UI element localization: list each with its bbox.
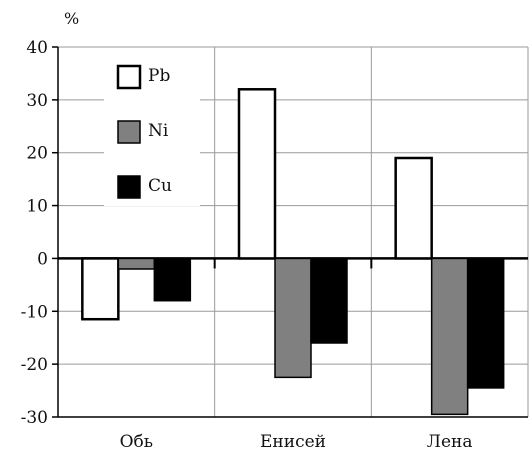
bar-pb-1 <box>237 88 277 260</box>
bar-ni-2 <box>430 257 469 416</box>
bar-cu-1 <box>310 257 348 344</box>
y-tick-label: 20 <box>26 144 48 164</box>
y-tick-label: 30 <box>26 91 48 111</box>
category-label: Обь <box>120 432 153 452</box>
category-label: Лена <box>427 432 473 452</box>
legend: Pb Ni Cu <box>104 56 200 206</box>
legend-swatch-pb <box>116 64 142 90</box>
bar-cu-0 <box>153 257 192 302</box>
bar-ni-1 <box>274 257 312 379</box>
y-tick-label: 10 <box>26 197 48 217</box>
legend-label-cu: Cu <box>148 176 172 196</box>
y-tick-label: 0 <box>37 249 48 269</box>
category-label: Енисей <box>260 432 326 452</box>
bar-ni-0 <box>117 257 156 270</box>
legend-label-pb: Pb <box>148 66 170 86</box>
labels: 40 30 20 10 0 -10 -20 -30 Обь Енисей Лена% <box>21 9 473 452</box>
legend-label-ni: Ni <box>148 121 169 141</box>
legend-swatch-cu <box>117 175 141 199</box>
y-axis-label: % <box>64 9 79 28</box>
y-tick-label: -10 <box>21 302 48 322</box>
y-tick-label: -20 <box>21 355 48 375</box>
y-tick-label: 40 <box>26 38 48 58</box>
legend-swatch-ni <box>117 120 141 144</box>
bar-cu-2 <box>466 257 505 389</box>
y-tick-label: -30 <box>21 408 48 428</box>
bar-pb-2 <box>394 156 433 260</box>
bars <box>81 88 505 416</box>
bar-pb-0 <box>81 257 120 321</box>
